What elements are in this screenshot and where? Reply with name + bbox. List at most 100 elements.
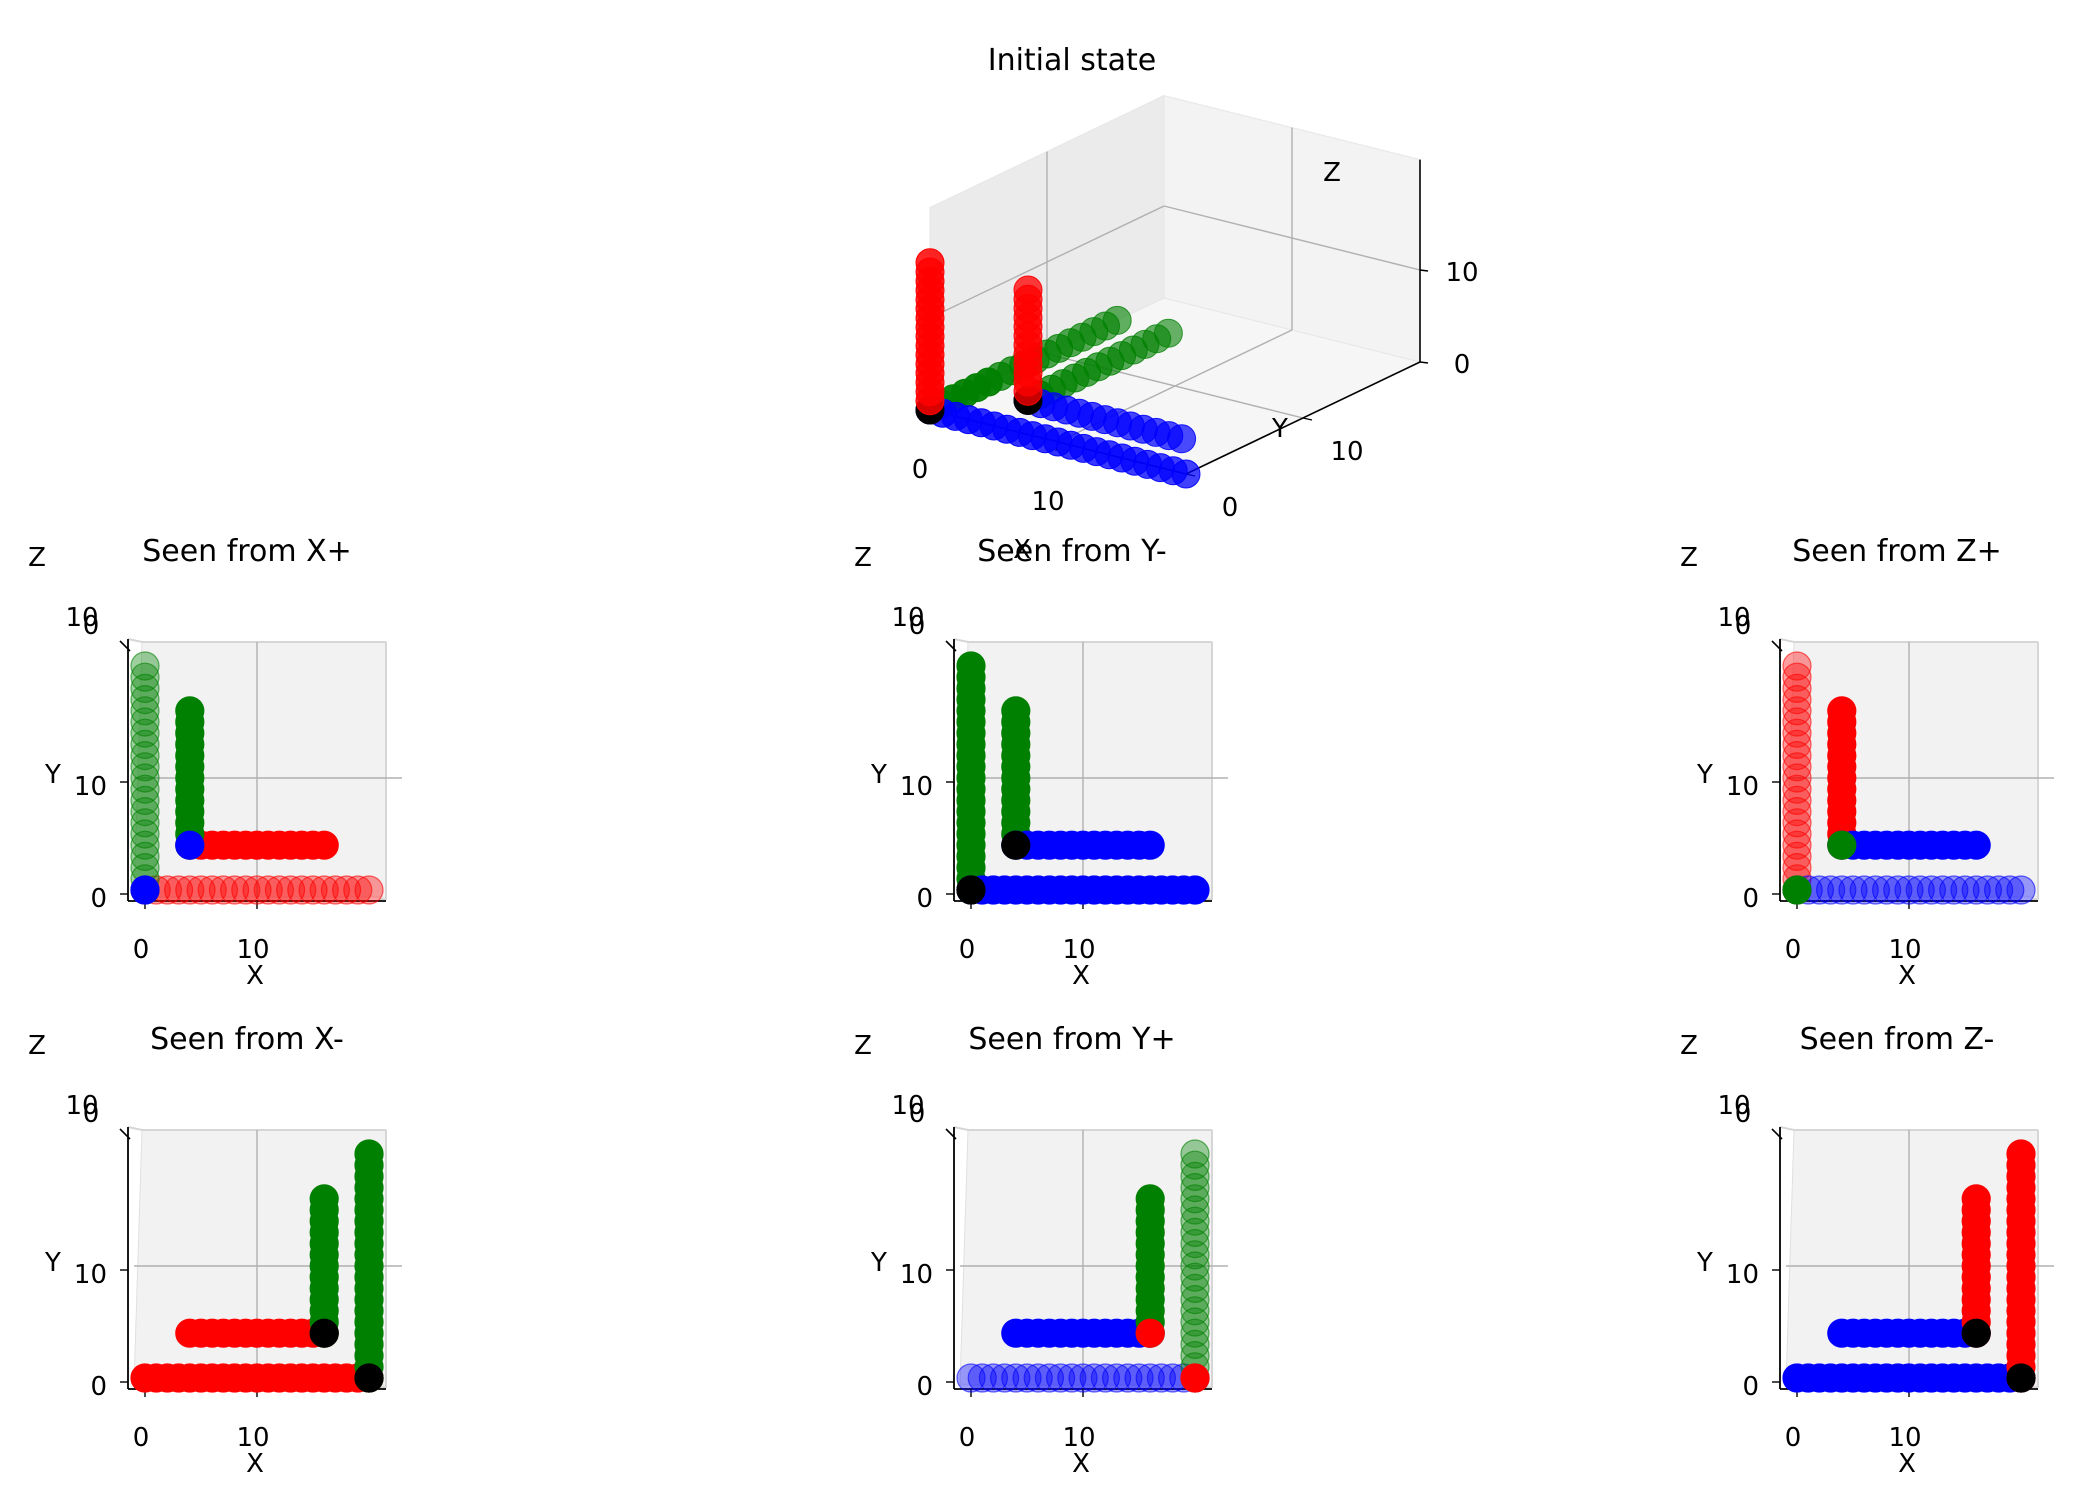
panel-title: Seen from X- (150, 1022, 344, 1057)
y-tick-label: 10 (1330, 437, 1363, 467)
x-tick-label: 10 (236, 935, 269, 965)
y-tick-label: 0 (90, 1372, 107, 1402)
green-marker (1180, 1217, 1210, 1248)
green-marker (130, 841, 160, 872)
panel-title: Seen from Z+ (1792, 534, 2002, 569)
pane-edge (1779, 1126, 2038, 1131)
pane-edge (2032, 642, 2039, 900)
green-marker (1180, 1262, 1210, 1292)
blue-marker (1102, 1363, 1132, 1393)
pane-edge (953, 1126, 1212, 1131)
green-marker (130, 763, 160, 793)
y-axis-label: Y (870, 1248, 887, 1278)
blue-marker (1135, 830, 1165, 860)
black-marker (956, 875, 986, 905)
blue-marker (1961, 875, 1991, 905)
z-axis-stub (945, 1128, 957, 1140)
green-marker (130, 707, 160, 737)
x-tick-label: 10 (1031, 487, 1064, 517)
red-marker (915, 248, 945, 278)
red-marker (1782, 774, 1812, 804)
x-tick-label: 0 (133, 935, 150, 965)
z-tick-label: 0 (1735, 611, 1752, 641)
z-axis-label: Z (854, 543, 872, 573)
z-tick-label: 0 (1735, 1099, 1752, 1129)
green-marker (956, 651, 986, 681)
green-marker (1180, 1273, 1210, 1304)
green-marker (130, 662, 160, 692)
y-tick-label: 0 (916, 1372, 933, 1402)
y-tick-label: 10 (1726, 772, 1759, 802)
green-marker (175, 696, 205, 726)
green-marker (1180, 1307, 1210, 1337)
x-tick-label: 0 (1785, 935, 1802, 965)
red-marker (1782, 696, 1812, 726)
blue-marker (1012, 1363, 1042, 1393)
y-axis-label: Y (1696, 760, 1713, 790)
pane-edge (1206, 1130, 1213, 1388)
green-marker (130, 796, 160, 827)
green-marker (1180, 1195, 1210, 1225)
red-marker (332, 875, 362, 905)
blue-marker (1894, 875, 1924, 905)
blue-marker (1972, 875, 2002, 905)
green-marker (130, 696, 160, 726)
z-tick-label: 10 (1445, 258, 1478, 288)
red-marker (1782, 662, 1812, 692)
green-marker (1180, 1318, 1210, 1348)
x-axis-label: X (246, 961, 264, 991)
red-marker (287, 875, 317, 905)
z-tick-label: 10 (65, 1091, 98, 1121)
z-axis-stub (119, 640, 131, 652)
x-tick-label: 0 (959, 935, 976, 965)
red-marker (231, 875, 261, 905)
blue-marker (1905, 875, 1935, 905)
x-axis-label: X (1072, 961, 1090, 991)
red-marker (197, 875, 227, 905)
y-tick-label: 10 (1726, 1260, 1759, 1290)
red-marker (1135, 1318, 1165, 1348)
red-marker (1782, 819, 1812, 849)
blue-marker (1872, 875, 1902, 905)
z-tick-label: 10 (891, 603, 924, 633)
green-marker (130, 729, 160, 760)
green-marker (309, 1184, 339, 1214)
blue-marker (1860, 875, 1890, 905)
z-axis-stub (945, 640, 957, 652)
y-axis-label: Y (1696, 1248, 1713, 1278)
green-marker (130, 830, 160, 860)
blue-marker (1023, 1363, 1053, 1393)
y-tick (1302, 417, 1313, 421)
green-marker (130, 808, 160, 838)
green-marker (1001, 696, 1031, 726)
pane-edge (380, 642, 387, 900)
blue-marker (956, 1363, 986, 1393)
green-marker (1180, 1251, 1210, 1281)
green-marker (1180, 1329, 1210, 1360)
pane-edge (127, 1126, 386, 1131)
red-marker (309, 875, 339, 905)
blue-marker (1827, 875, 1857, 905)
x-axis-label: X (1898, 961, 1916, 991)
blue-marker (1950, 875, 1980, 905)
panel-title: Seen from Z- (1800, 1022, 1995, 1057)
red-marker (1782, 673, 1812, 704)
red-marker (276, 875, 306, 905)
x-tick-label: 0 (133, 1423, 150, 1453)
red-marker (1782, 796, 1812, 827)
red-marker (343, 875, 373, 905)
green-marker (130, 752, 160, 782)
blue-marker (990, 1363, 1020, 1393)
blue-marker (1883, 875, 1913, 905)
x-tick-label: 10 (1062, 935, 1095, 965)
z-axis-label: Z (28, 543, 46, 573)
pane-edge (380, 1130, 387, 1388)
grid-line (1163, 205, 1421, 271)
y-axis-label: Y (44, 760, 61, 790)
pane-edge (2032, 1130, 2039, 1388)
